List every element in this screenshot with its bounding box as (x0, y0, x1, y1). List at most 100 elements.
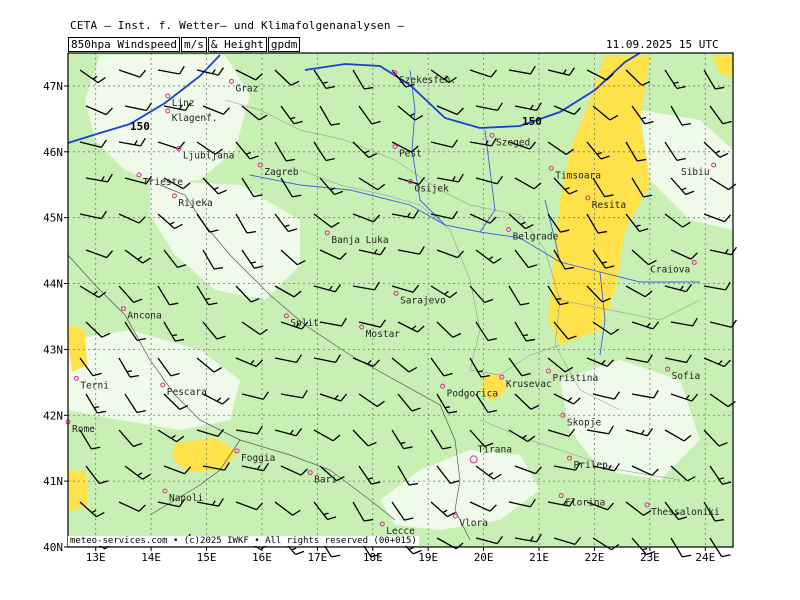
calm-area-croatia (150, 180, 300, 300)
wind-barb (319, 177, 344, 196)
wind-barb (508, 498, 536, 508)
wind-barb (469, 285, 494, 304)
axis-labels: 47N 46N 45N 44N 43N 42N 41N 40N 13E 14E 15E 16E 17E 1… (43, 80, 715, 564)
wind-barb (547, 67, 576, 76)
wind-barb (241, 462, 269, 472)
wind-barb (274, 501, 301, 516)
wind-barb (79, 69, 106, 84)
wind-barb (157, 285, 179, 306)
wind-barb (358, 177, 386, 191)
wind-barb (592, 177, 614, 198)
moderate-area-main (548, 55, 650, 345)
wind-barb (664, 501, 688, 521)
lon-label: 22E (585, 551, 605, 564)
wind-barb (547, 498, 575, 507)
city-marker (165, 93, 171, 99)
wind-barb (280, 465, 308, 476)
wind-barb (313, 69, 335, 90)
wind-barb (274, 69, 300, 86)
wind-barb (664, 213, 691, 228)
wind-barb (670, 249, 698, 260)
wind-barb (469, 429, 494, 448)
wind-barb (475, 176, 504, 185)
city-label: Pest (399, 149, 422, 160)
wind-barb (157, 429, 185, 443)
city-marker (228, 78, 234, 84)
wind-barb (475, 393, 497, 414)
city-label: Bari (314, 475, 337, 486)
wind-barb (118, 213, 146, 224)
wind-barb (469, 357, 490, 378)
wind-barb (625, 141, 647, 162)
wind-barb (514, 393, 540, 410)
wind-barb (85, 321, 111, 338)
wind-barb (709, 465, 732, 485)
wind-barb (241, 105, 268, 121)
footer-credit: meteo-services.com • (c)2025 IWKF • All … (68, 536, 419, 546)
wind-barb (352, 141, 378, 158)
wind-barb (241, 177, 263, 198)
city-label: Banja Luka (331, 235, 388, 246)
wind-barb (235, 285, 260, 303)
wind-barb (475, 321, 497, 342)
wind-barb (352, 69, 374, 90)
wind-barb (124, 393, 146, 414)
city-label: Timsoara (555, 170, 601, 181)
wind-barb (547, 141, 574, 155)
wind-barb (202, 462, 230, 471)
wind-barb (625, 213, 649, 233)
city-marker (567, 455, 573, 461)
lat-label: 42N (43, 409, 63, 422)
calm-area-east (640, 110, 733, 230)
wind-barb (280, 177, 302, 198)
wind-barb (391, 141, 419, 153)
wind-barb (352, 357, 380, 368)
wind-barb (85, 105, 113, 116)
wind-barb (352, 429, 377, 447)
wind-barb (709, 177, 737, 191)
wind-barb (592, 391, 620, 400)
wind-barb (514, 249, 538, 269)
lat-label: 40N (43, 541, 63, 554)
wind-barb (703, 281, 731, 291)
wind-barb (514, 321, 536, 342)
wind-barb (553, 536, 582, 546)
wind-barb (547, 285, 569, 306)
calm-area-macedonia (560, 360, 700, 480)
wind-barb (508, 285, 530, 306)
city-label: Sofia (672, 371, 701, 382)
wind-barb (436, 105, 464, 116)
city-label: Florina (565, 498, 605, 509)
wind-barb (508, 213, 534, 230)
wind-barb (391, 284, 420, 293)
city-label: Craiova (650, 264, 690, 275)
organization-title: CETA – Inst. f. Wetter– und Klimafolgena… (70, 19, 405, 32)
wind-barb (514, 102, 542, 112)
wind-barb (202, 105, 230, 115)
wind-barb (124, 465, 151, 480)
wind-barb (163, 102, 191, 111)
city-label: Zagreb (264, 167, 299, 178)
wind-barb (358, 246, 386, 256)
wind-barb (85, 465, 109, 485)
wind-barb (274, 213, 298, 233)
city-label: Pescara (167, 387, 207, 398)
wind-barb (592, 462, 620, 472)
wind-barb (202, 177, 227, 195)
wind-barb (670, 317, 698, 327)
wind-barb (586, 213, 608, 234)
wind-barb (592, 249, 615, 269)
city-marker (392, 144, 398, 150)
wind-barb (157, 357, 180, 377)
wind-barb (664, 69, 686, 90)
city-marker (469, 455, 478, 464)
wind-barb (547, 357, 574, 373)
wind-barb (703, 501, 725, 522)
city-marker (545, 368, 551, 374)
wind-barb (625, 501, 652, 516)
lat-label: 47N (43, 80, 63, 93)
city-label: Foggia (241, 453, 275, 464)
city-label: Rome (72, 424, 95, 435)
wind-barb (163, 393, 189, 410)
city-marker (548, 165, 554, 171)
